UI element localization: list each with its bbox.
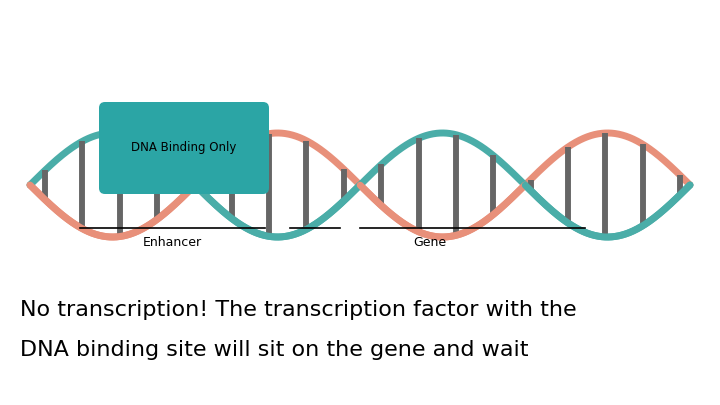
Text: Gene: Gene <box>413 236 446 249</box>
Text: No transcription! The transcription factor with the: No transcription! The transcription fact… <box>20 300 577 320</box>
FancyBboxPatch shape <box>99 102 269 194</box>
Text: Enhancer: Enhancer <box>143 236 202 249</box>
Text: DNA binding site will sit on the gene and wait: DNA binding site will sit on the gene an… <box>20 340 528 360</box>
Text: DNA Binding Only: DNA Binding Only <box>131 141 237 154</box>
